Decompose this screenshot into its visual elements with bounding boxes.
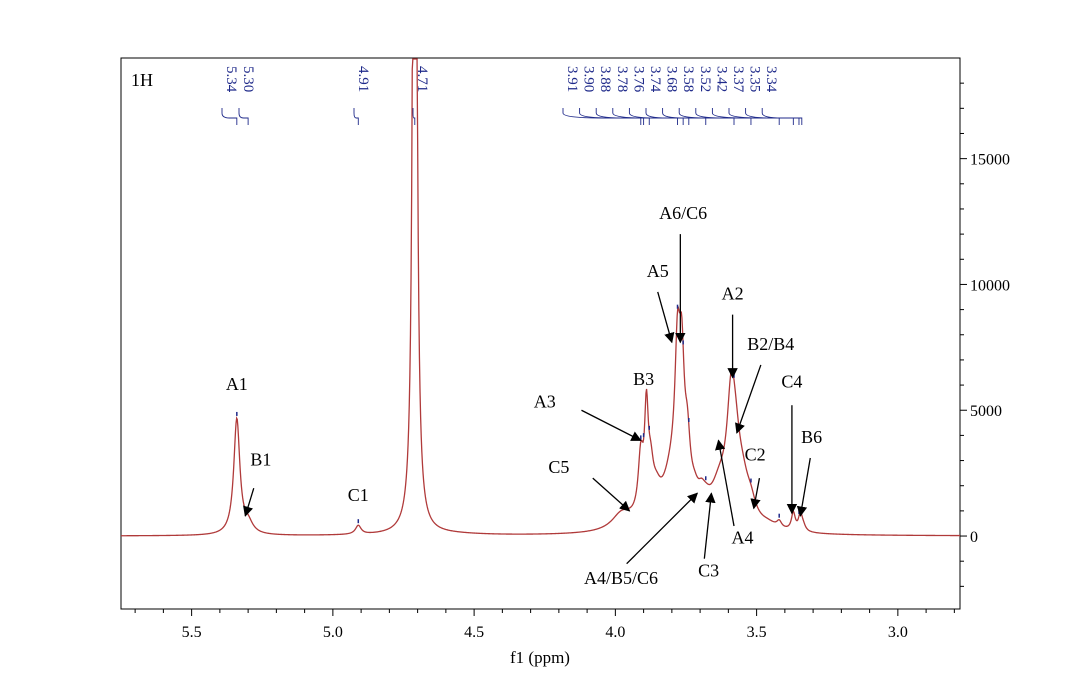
peak-pick-leader: [353, 108, 359, 125]
peak-pick-leader: [238, 108, 249, 125]
peak-annotation-arrow: [626, 492, 699, 565]
x-tick-label: 5.5: [182, 624, 202, 641]
peak-pick-label: 3.35: [747, 66, 763, 92]
peak-annotation-label: A4: [731, 528, 753, 548]
x-tick-label: 4.0: [605, 624, 625, 641]
x-tick-label: 4.5: [464, 624, 484, 641]
peak-annotation-label: A4/B5/C6: [584, 568, 658, 588]
y-tick-label: 5000: [970, 403, 1002, 420]
peak-annotation-arrow: [657, 291, 675, 344]
peak-pick-label: 3.37: [730, 66, 746, 93]
peak-pick-leader: [695, 108, 752, 125]
peak-pick-label: 5.30: [240, 66, 256, 92]
peak-pick-label: 5.34: [223, 66, 239, 93]
peak-annotation-arrow: [750, 478, 761, 510]
axis-tick-labels: 5.5 5.0 4.5 4.0 3.5 3.0 15000 10000 5000 0: [182, 152, 1010, 641]
peak-pick-label: 4.91: [355, 66, 371, 92]
peak-annotation-label: C5: [548, 457, 569, 477]
peak-annotation-label: A5: [647, 261, 669, 281]
x-tick-label: 3.5: [747, 624, 767, 641]
peak-annotation-label: B3: [633, 369, 654, 389]
peak-pick-leader: [678, 108, 735, 125]
x-tick-label: 3.0: [888, 624, 908, 641]
peak-annotation-arrow: [243, 488, 255, 517]
peak-pick-leader: [761, 108, 803, 125]
peak-pick-leader: [745, 108, 800, 125]
x-axis-label: f1 (ppm): [510, 648, 570, 667]
peak-pick-leader: [595, 108, 650, 125]
peak-annotation-arrow: [735, 364, 762, 434]
peak-annotation-arrow: [592, 477, 631, 512]
peak-annotation-arrow: [581, 409, 642, 442]
axis-ticks: [134, 82, 967, 616]
x-tick-label: 5.0: [323, 624, 343, 641]
peak-annotation-label: B2/B4: [747, 334, 794, 354]
peak-pick-label: 3.52: [697, 66, 713, 92]
peak-pick-leader: [628, 108, 684, 125]
peak-pick-label: 3.74: [647, 66, 663, 93]
peak-pick-label: 3.34: [763, 66, 779, 93]
plot-frame: [120, 57, 961, 610]
peak-pick-label: 4.71: [414, 66, 430, 92]
peak-annotation-arrow: [796, 457, 811, 517]
peak-annotations: A1 B1 C1 A3 B3 C5 A6/C6 A5 A2 B2/B4 C4 B6 C2 A4 C3 A4/B…: [226, 203, 822, 588]
peak-annotation-arrow: [715, 439, 735, 527]
peak-annotation-label: C3: [698, 560, 719, 580]
peak-annotation-label: A3: [534, 392, 556, 412]
spectrum-line: [121, 58, 960, 537]
y-tick-label: 15000: [970, 152, 1010, 169]
peak-pick-label: 3.91: [564, 66, 580, 92]
peak-pick-label: 3.68: [664, 66, 680, 92]
y-tick-label: 10000: [970, 277, 1010, 294]
peak-annotation-label: A1: [226, 374, 248, 394]
peak-annotation-label: C4: [781, 372, 802, 392]
peak-pick-leader: [645, 108, 690, 125]
peak-pick-label: 3.42: [713, 66, 729, 92]
peak-pick-leader: [412, 108, 416, 125]
peak-pick-label: 3.58: [680, 66, 696, 92]
spectrum-title: 1H: [131, 70, 153, 90]
peak-pick-label: 3.88: [597, 66, 613, 92]
peak-annotation-arrow: [703, 492, 716, 559]
peak-pick-label: 3.78: [614, 66, 630, 92]
peak-annotation-label: A6/C6: [659, 203, 707, 223]
peak-pick-leader: [662, 108, 707, 125]
peak-pick-label: 3.90: [581, 66, 597, 92]
peak-pick-label: 3.76: [630, 66, 646, 93]
peak-pick-labels: 5.34 5.30 4.91 4.71 3.91 3.90 3.88 3.78 3.76 3.74…: [221, 66, 803, 524]
peak-annotation-label: B1: [250, 450, 271, 470]
peak-annotation-label: C2: [745, 445, 766, 465]
peak-annotation-label: C1: [348, 485, 369, 505]
peak-pick-leader: [221, 108, 238, 125]
peak-pick-leader: [728, 108, 794, 125]
peak-annotation-label: B6: [801, 427, 822, 447]
y-tick-label: 0: [970, 529, 978, 546]
peak-annotation-label: A2: [722, 284, 744, 304]
